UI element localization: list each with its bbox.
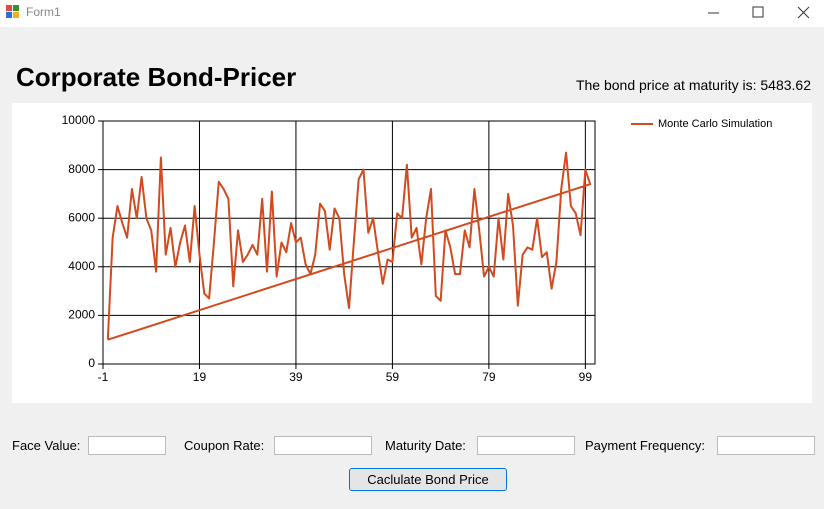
y-tick-label: 4000 — [68, 259, 95, 273]
calculate-button[interactable]: Caclulate Bond Price — [349, 468, 507, 491]
text-input[interactable] — [477, 436, 575, 455]
x-tick-label: 39 — [289, 370, 303, 384]
x-tick-label: 59 — [386, 370, 400, 384]
maximize-button[interactable] — [752, 6, 764, 18]
series-line — [106, 151, 592, 341]
x-tick-label: 79 — [482, 370, 496, 384]
x-tick-label: 19 — [193, 370, 207, 384]
text-input[interactable] — [717, 436, 815, 455]
chart-panel: 0 2000 4000 6000 8000 10000 -1 19 39 59 79 99 Monte … — [12, 103, 812, 403]
x-tick-label: -1 — [98, 370, 109, 384]
x-tick-label: 99 — [579, 370, 593, 384]
legend-label: Monte Carlo Simulation — [658, 118, 772, 130]
field-label: Maturity Date: — [385, 438, 466, 453]
app-title: Corporate Bond-Pricer — [16, 62, 297, 92]
title-bar: Form1 — [0, 0, 824, 27]
field-label: Face Value: — [12, 438, 81, 453]
y-tick-label: 6000 — [68, 210, 95, 224]
field-label: Coupon Rate: — [184, 438, 265, 453]
result-label: The bond price at maturity is: 5483.62 — [575, 77, 811, 93]
field-label: Payment Frequency: — [585, 438, 705, 453]
y-tick-label: 2000 — [68, 308, 95, 322]
text-input[interactable] — [274, 436, 372, 455]
y-tick-label: 0 — [88, 356, 95, 370]
text-input[interactable] — [88, 436, 166, 455]
chart: 0 2000 4000 6000 8000 10000 -1 19 39 59 79 99 Monte … — [62, 113, 773, 384]
y-tick-label: 8000 — [68, 162, 95, 176]
window-title: Form1 — [26, 5, 61, 19]
plot-area — [102, 120, 596, 365]
close-button[interactable] — [797, 6, 810, 19]
app-icon — [6, 5, 19, 18]
y-tick-label: 10000 — [62, 113, 96, 127]
window-controls — [708, 6, 810, 19]
